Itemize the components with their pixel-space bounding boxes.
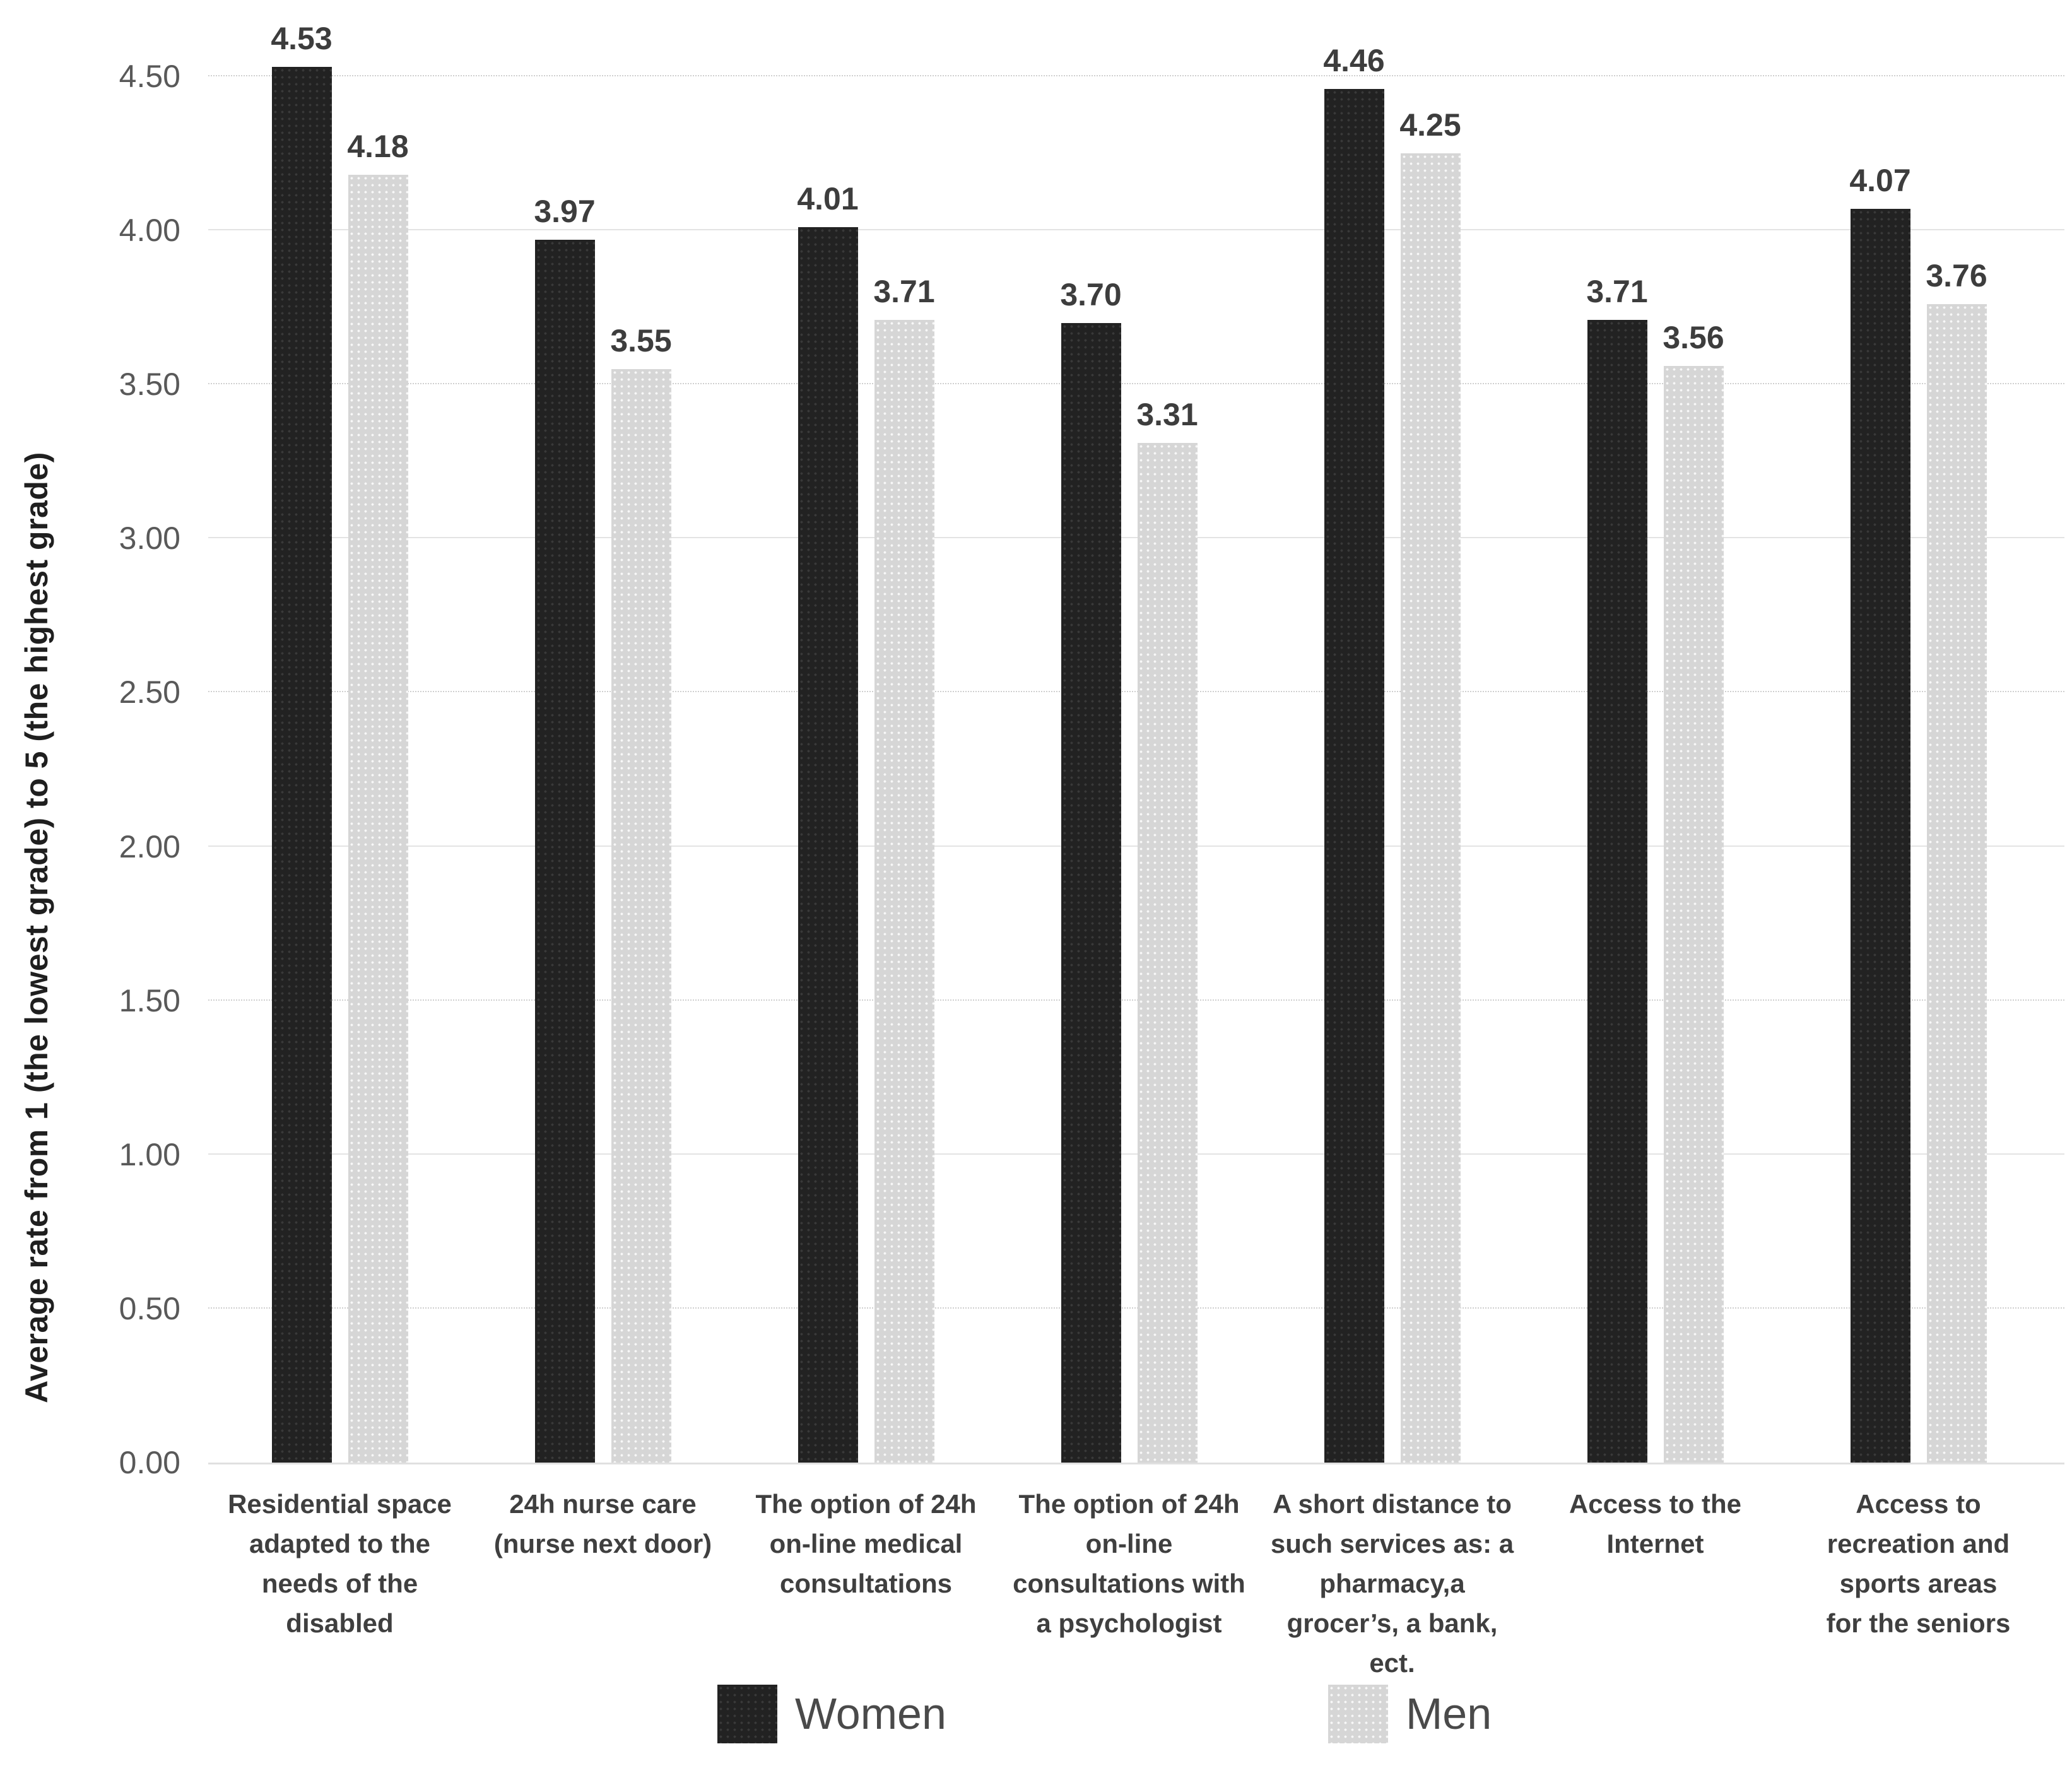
- gridline: [208, 229, 2064, 231]
- value-label: 3.76: [1926, 258, 1987, 294]
- gridline: [208, 1153, 2064, 1155]
- x-category-label: The option of 24h on-line medical consul…: [755, 1489, 977, 1598]
- value-label: 4.01: [797, 181, 859, 217]
- y-tick-label: 4.00: [119, 213, 180, 249]
- gridline: [208, 537, 2064, 539]
- gridline: [208, 999, 2064, 1001]
- bar-women-5: [1324, 88, 1384, 1463]
- gridline: [208, 691, 2064, 693]
- value-label: 3.97: [534, 193, 596, 229]
- x-category-label: The option of 24h on-line consultations …: [1013, 1489, 1245, 1638]
- y-tick-label: 2.50: [119, 674, 180, 710]
- gridline: [208, 383, 2064, 385]
- x-category-label: Access to recreation and sports areas fo…: [1826, 1489, 2011, 1638]
- x-category-label: Residential space adapted to the needs o…: [228, 1489, 452, 1638]
- value-label: 3.55: [610, 322, 672, 358]
- value-label: 4.18: [347, 129, 409, 165]
- y-tick-label: 4.50: [119, 59, 180, 94]
- value-label: 4.25: [1399, 107, 1461, 143]
- bar-men-6: [1663, 365, 1724, 1463]
- value-label: 4.53: [271, 21, 333, 57]
- legend-swatch-men: [1328, 1684, 1388, 1743]
- bar-women-7: [1850, 208, 1910, 1463]
- y-tick-label: 2.00: [119, 828, 180, 864]
- bar-men-1: [348, 175, 408, 1463]
- bar-women-2: [534, 239, 595, 1463]
- value-label: 3.71: [873, 273, 935, 309]
- value-label: 4.07: [1849, 162, 1911, 198]
- value-label: 3.56: [1663, 319, 1724, 355]
- value-label: 4.46: [1323, 42, 1385, 78]
- plot-area: 4.53 4.18 3.97 3.55 4.01 3.71 3.70 3.31 4.46 4.25…: [208, 21, 2064, 1464]
- bar-men-3: [874, 319, 934, 1463]
- x-category-label: 24h nurse care (nurse next door): [493, 1489, 712, 1558]
- legend-label-women: Women: [795, 1689, 946, 1738]
- gridline: [208, 75, 2064, 76]
- gridline: [208, 1307, 2064, 1309]
- y-axis-title: Average rate from 1 (the lowest grade) t…: [19, 452, 54, 1403]
- x-category-label: A short distance to such services as: a …: [1270, 1489, 1514, 1678]
- y-tick-label: 1.50: [119, 982, 180, 1018]
- x-category-label: Access to the Internet: [1569, 1489, 1742, 1558]
- bar-men-2: [611, 368, 671, 1463]
- y-tick-label: 1.00: [119, 1136, 180, 1172]
- legend-swatch-women: [717, 1684, 777, 1743]
- legend-item-women: Women: [717, 1683, 946, 1744]
- bar-women-6: [1587, 319, 1647, 1463]
- value-label: 3.31: [1136, 397, 1198, 432]
- bar-women-1: [271, 67, 332, 1463]
- legend-label-men: Men: [1406, 1689, 1492, 1738]
- gridline: [208, 845, 2064, 847]
- bar-men-7: [1926, 304, 1987, 1463]
- y-tick-label: 3.00: [119, 521, 180, 557]
- y-tick-label: 0.00: [119, 1445, 180, 1480]
- value-label: 3.70: [1060, 276, 1122, 312]
- value-label: 3.71: [1586, 273, 1648, 309]
- bar-men-5: [1400, 153, 1461, 1463]
- y-tick-label: 3.50: [119, 367, 180, 403]
- bar-women-4: [1061, 322, 1121, 1463]
- bar-women-3: [798, 227, 858, 1463]
- legend-item-men: Men: [1328, 1683, 1492, 1744]
- bar-men-4: [1137, 443, 1198, 1463]
- y-tick-label: 0.50: [119, 1290, 180, 1326]
